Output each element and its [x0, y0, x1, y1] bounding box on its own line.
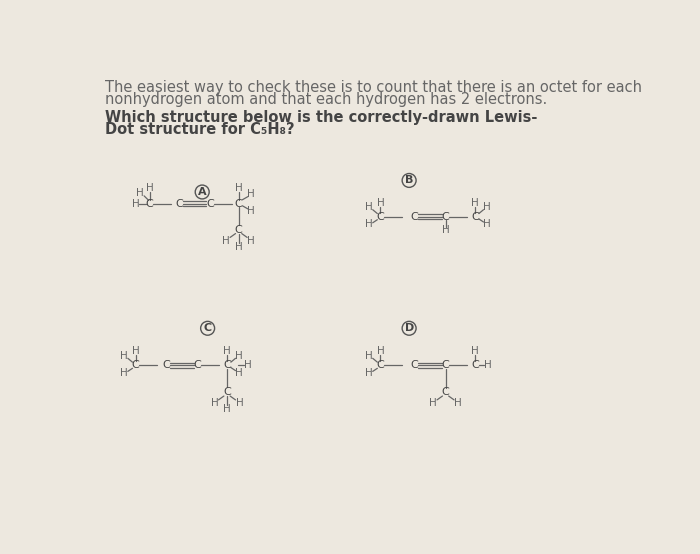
Text: C: C: [175, 198, 183, 208]
Text: C: C: [223, 387, 231, 397]
Text: C: C: [377, 212, 384, 222]
Text: C: C: [194, 360, 202, 370]
Text: C: C: [411, 212, 419, 222]
Text: H: H: [429, 398, 437, 408]
Text: H: H: [377, 346, 384, 356]
Text: C: C: [442, 387, 449, 397]
Text: C: C: [132, 360, 139, 370]
Text: C: C: [204, 324, 211, 334]
Text: H: H: [247, 206, 255, 216]
Text: H: H: [365, 351, 372, 361]
Text: C: C: [442, 360, 449, 370]
Text: H: H: [365, 202, 372, 212]
Text: C: C: [146, 198, 153, 208]
Text: H: H: [471, 346, 479, 356]
Text: C: C: [471, 212, 479, 222]
Text: C: C: [223, 360, 231, 370]
Text: H: H: [235, 398, 244, 408]
Text: C: C: [234, 225, 242, 235]
Text: H: H: [365, 368, 372, 378]
Text: C: C: [162, 360, 170, 370]
Text: H: H: [146, 183, 153, 193]
Text: H: H: [223, 346, 231, 356]
Text: H: H: [454, 398, 462, 408]
Text: H: H: [244, 360, 252, 370]
Text: H: H: [120, 351, 128, 361]
Text: H: H: [223, 235, 230, 245]
Text: H: H: [211, 398, 218, 408]
Text: C: C: [234, 198, 242, 208]
Text: H: H: [484, 360, 491, 370]
Text: B: B: [405, 176, 413, 186]
Text: C: C: [471, 360, 479, 370]
Text: C: C: [442, 212, 449, 222]
Text: H: H: [132, 346, 139, 356]
Text: H: H: [247, 235, 255, 245]
Text: H: H: [234, 351, 242, 361]
Text: D: D: [405, 324, 414, 334]
Text: H: H: [234, 183, 242, 193]
Text: Dot structure for C₅H₈?: Dot structure for C₅H₈?: [104, 122, 294, 137]
Text: H: H: [483, 202, 491, 212]
Text: H: H: [377, 198, 384, 208]
Text: C: C: [377, 360, 384, 370]
Text: H: H: [471, 198, 479, 208]
Text: C: C: [206, 198, 214, 208]
Text: H: H: [234, 368, 242, 378]
Text: H: H: [365, 219, 372, 229]
Text: nonhydrogen atom and that each hydrogen has 2 electrons.: nonhydrogen atom and that each hydrogen …: [104, 92, 547, 107]
Text: H: H: [247, 189, 255, 199]
Text: H: H: [223, 404, 231, 414]
Text: H: H: [136, 188, 144, 198]
Text: C: C: [411, 360, 419, 370]
Text: Which structure below is the correctly-drawn Lewis-: Which structure below is the correctly-d…: [104, 110, 537, 125]
Text: H: H: [483, 219, 491, 229]
Text: A: A: [198, 187, 206, 197]
Text: H: H: [132, 198, 139, 208]
Text: H: H: [442, 225, 449, 235]
Text: H: H: [234, 242, 242, 252]
Text: H: H: [120, 368, 128, 378]
Text: The easiest way to check these is to count that there is an octet for each: The easiest way to check these is to cou…: [104, 80, 641, 95]
